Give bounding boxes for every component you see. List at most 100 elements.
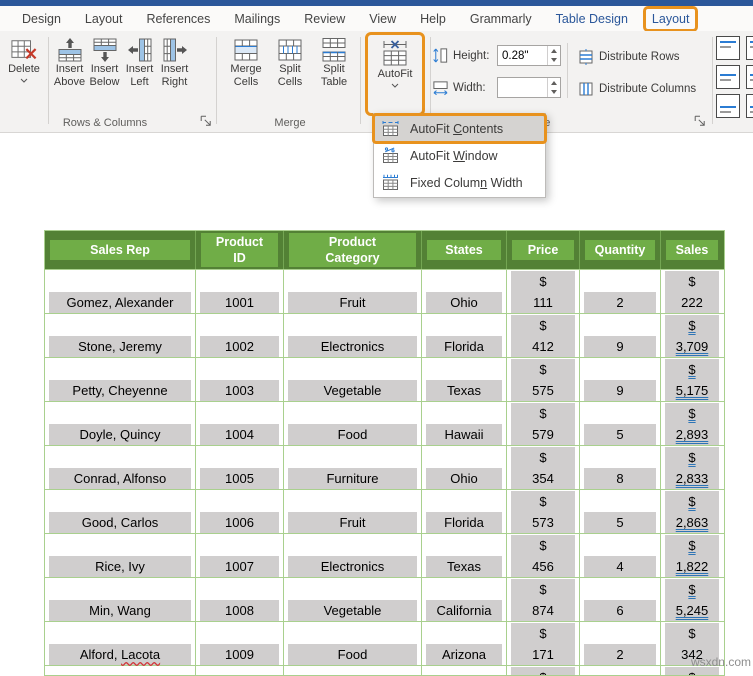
table-cell[interactable]: Stone, Jeremy [45, 314, 196, 357]
table-cell[interactable]: Food [284, 622, 422, 665]
table-cell[interactable]: $222 [661, 270, 723, 313]
insert-above-button[interactable]: Insert Above [52, 35, 87, 89]
table-cell[interactable]: Fruit [284, 270, 422, 313]
table-cell[interactable]: Texas [422, 358, 507, 401]
align-cell-button-1[interactable] [746, 36, 753, 60]
table-cell[interactable] [422, 666, 507, 675]
table-cell[interactable]: $5,175 [661, 358, 723, 401]
tab-layout[interactable]: Layout [84, 11, 123, 26]
tab-review[interactable]: Review [304, 11, 346, 26]
table-cell[interactable]: $1,822 [661, 534, 723, 577]
table-cell[interactable]: $874 [507, 578, 580, 621]
merge-cells-button[interactable]: Merge Cells [226, 35, 266, 89]
tab-references[interactable]: References [146, 11, 211, 26]
table-cell[interactable]: 1007 [196, 534, 284, 577]
column-header[interactable]: Price [507, 231, 580, 269]
table-cell[interactable]: Conrad, Alfonso [45, 446, 196, 489]
table-cell[interactable]: Fruit [284, 490, 422, 533]
table-cell[interactable]: Petty, Cheyenne [45, 358, 196, 401]
align-cell-button-3[interactable] [746, 65, 753, 89]
table-cell[interactable]: Alford, Lacota [45, 622, 196, 665]
table-cell[interactable]: Ohio [422, 446, 507, 489]
table-cell[interactable]: 8 [580, 446, 661, 489]
table-cell[interactable]: 5 [580, 402, 661, 445]
table-cell[interactable]: $456 [507, 534, 580, 577]
table-cell[interactable]: Texas [422, 534, 507, 577]
table-cell[interactable]: $573 [507, 490, 580, 533]
menu-item-autofit-window[interactable]: AutoFit Window [374, 142, 545, 169]
column-header[interactable]: Sales Rep [45, 231, 196, 269]
column-header[interactable]: Product Category [284, 231, 422, 269]
column-header[interactable]: Product ID [196, 231, 284, 269]
table-cell[interactable]: $ [507, 666, 580, 675]
tab-table-layout[interactable]: Layout [642, 5, 699, 32]
document-page[interactable]: Sales Rep Product ID Product Category States P… [0, 134, 753, 676]
table-cell[interactable]: $2,863 [661, 490, 723, 533]
align-cell-button-0[interactable] [716, 36, 740, 60]
table-cell[interactable]: Min, Wang [45, 578, 196, 621]
tab-help[interactable]: Help [420, 11, 446, 26]
align-cell-button-4[interactable] [716, 94, 740, 118]
table-cell[interactable]: Doyle, Quincy [45, 402, 196, 445]
table-cell[interactable]: $2,833 [661, 446, 723, 489]
table-cell[interactable]: 1004 [196, 402, 284, 445]
insert-right-button[interactable]: Insert Right [157, 35, 192, 89]
table-cell[interactable]: Ohio [422, 270, 507, 313]
table-cell[interactable]: 1002 [196, 314, 284, 357]
table-cell[interactable]: Electronics [284, 534, 422, 577]
table-cell[interactable] [580, 666, 661, 675]
insert-below-button[interactable]: Insert Below [87, 35, 122, 89]
table-cell[interactable]: Florida [422, 490, 507, 533]
table-cell[interactable]: California [422, 578, 507, 621]
table-cell[interactable]: $171 [507, 622, 580, 665]
menu-item-fixed-column-width[interactable]: Fixed Column Width [374, 169, 545, 196]
table-cell[interactable] [284, 666, 422, 675]
table-cell[interactable]: Electronics [284, 314, 422, 357]
tab-mailings[interactable]: Mailings [234, 11, 281, 26]
width-input[interactable] [498, 78, 560, 97]
menu-item-autofit-contents[interactable]: AutoFit Contents [372, 113, 547, 144]
table-cell[interactable] [196, 666, 284, 675]
table-cell[interactable]: Good, Carlos [45, 490, 196, 533]
width-spinner[interactable] [547, 78, 560, 97]
tab-table-design[interactable]: Table Design [555, 11, 628, 26]
delete-button[interactable]: Delete [2, 35, 46, 83]
table-cell[interactable]: 1009 [196, 622, 284, 665]
height-spinner[interactable] [547, 46, 560, 65]
height-input[interactable] [498, 46, 560, 65]
table-cell[interactable]: 2 [580, 622, 661, 665]
table-cell[interactable]: $111 [507, 270, 580, 313]
table-cell[interactable]: 1008 [196, 578, 284, 621]
split-table-button[interactable]: Split Table [314, 35, 354, 89]
tab-grammarly[interactable]: Grammarly [469, 11, 532, 26]
column-header[interactable]: States [422, 231, 507, 269]
table-cell[interactable]: Vegetable [284, 358, 422, 401]
table-cell[interactable]: $2,893 [661, 402, 723, 445]
distribute-columns-button[interactable]: Distribute Columns [578, 81, 696, 97]
table-cell[interactable]: $575 [507, 358, 580, 401]
rows-columns-dialog-launcher-icon[interactable] [200, 115, 212, 127]
distribute-rows-button[interactable]: Distribute Rows [578, 49, 680, 65]
autofit-button[interactable]: AutoFit [365, 32, 425, 116]
table-cell[interactable]: 5 [580, 490, 661, 533]
table-cell[interactable]: $579 [507, 402, 580, 445]
cell-size-dialog-launcher-icon[interactable] [694, 115, 706, 127]
table-cell[interactable]: $342 [661, 622, 723, 665]
table-cell[interactable]: 2 [580, 270, 661, 313]
table-cell[interactable]: 9 [580, 314, 661, 357]
table-cell[interactable]: Rice, Ivy [45, 534, 196, 577]
insert-left-button[interactable]: Insert Left [122, 35, 157, 89]
table-cell[interactable]: Vegetable [284, 578, 422, 621]
column-header[interactable]: Quantity [580, 231, 661, 269]
table-cell[interactable]: Furniture [284, 446, 422, 489]
table-cell[interactable]: 1006 [196, 490, 284, 533]
table-cell[interactable]: 1005 [196, 446, 284, 489]
tab-design[interactable]: Design [22, 11, 61, 26]
table-cell[interactable]: Florida [422, 314, 507, 357]
table-cell[interactable]: $5,245 [661, 578, 723, 621]
split-cells-button[interactable]: Split Cells [270, 35, 310, 89]
align-cell-button-5[interactable] [746, 94, 753, 118]
align-cell-button-2[interactable] [716, 65, 740, 89]
table-cell[interactable]: 9 [580, 358, 661, 401]
table-cell[interactable]: Hawaii [422, 402, 507, 445]
